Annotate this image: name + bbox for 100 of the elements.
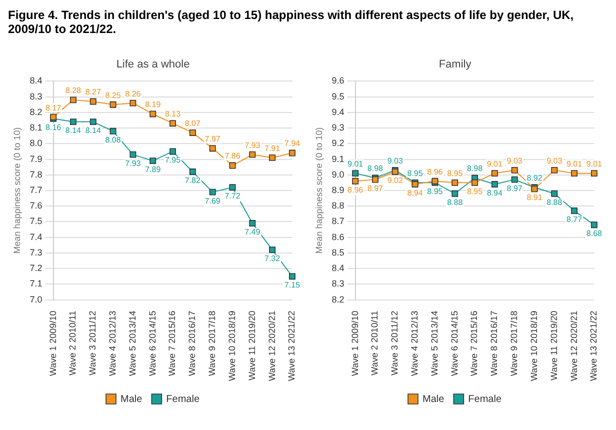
- text: 7.4: [30, 232, 42, 242]
- text: 7.3: [30, 247, 42, 258]
- data-label: 7.89: [145, 165, 162, 174]
- data-label: 8.92: [526, 174, 543, 183]
- text: 8.3: [332, 278, 344, 289]
- point: [170, 120, 176, 127]
- data-label: 8.19: [145, 100, 162, 110]
- legend-label: Female: [468, 394, 502, 405]
- point: [269, 154, 276, 161]
- x-tick-label: Wave 10 2018/19: [226, 310, 237, 382]
- x-tick-label: Wave 2 2010/11: [370, 310, 380, 376]
- data-label: 8.28: [65, 86, 82, 96]
- data-label: 7.97: [204, 134, 221, 144]
- data-label: 8.68: [586, 229, 603, 238]
- data-label: 7.15: [284, 280, 301, 290]
- point: [511, 166, 518, 174]
- x-tick-label: Wave 9 2017/18: [207, 310, 218, 376]
- point: [249, 220, 256, 227]
- data-label: 8.14: [65, 126, 82, 135]
- data-label: 7.93: [125, 158, 142, 168]
- point: [571, 170, 578, 177]
- data-label: 8.08: [105, 135, 122, 144]
- x-tick-label: Wave 8 2016/17: [489, 310, 500, 376]
- point: [452, 179, 458, 186]
- data-label: 7.69: [204, 196, 221, 206]
- point: [288, 150, 296, 156]
- data-label: 9.01: [486, 160, 503, 169]
- x-tick-label: Wave 4 2012/13: [108, 310, 118, 376]
- data-label: 8.94: [407, 188, 424, 198]
- data-label: 8.77: [566, 214, 583, 224]
- point: [189, 168, 196, 175]
- text: 9.1: [332, 154, 344, 164]
- x-tick-label: Wave 13 2021/22: [286, 310, 297, 382]
- point: [249, 151, 256, 158]
- data-label: 8.27: [85, 88, 102, 97]
- text: 8.2: [30, 106, 42, 117]
- data-label: 8.95: [447, 168, 464, 178]
- chart-subtitle: Family: [438, 58, 472, 71]
- text: 8.5: [332, 247, 344, 258]
- point: [150, 158, 156, 164]
- text: 7.0: [30, 294, 42, 304]
- data-label: 8.16: [46, 122, 62, 132]
- text: 7.2: [30, 263, 42, 274]
- text: 7.6: [30, 200, 42, 211]
- x-tick-label: Wave 4 2012/13: [410, 310, 420, 376]
- data-label: 9.03: [506, 156, 523, 166]
- point: [269, 246, 276, 254]
- point: [90, 98, 96, 105]
- point: [288, 273, 296, 280]
- text: 8.1: [30, 122, 42, 133]
- point: [511, 176, 518, 183]
- text: 8.3: [30, 91, 42, 102]
- text: 9.6: [332, 76, 344, 86]
- point: [209, 145, 216, 152]
- point: [70, 118, 76, 126]
- data-label: 7.82: [184, 176, 201, 185]
- point: [352, 178, 359, 184]
- point: [229, 184, 236, 191]
- point: [150, 110, 156, 118]
- text: 7.7: [30, 184, 42, 195]
- x-tick-label: Wave 5 2013/14: [127, 310, 138, 376]
- x-tick-label: Wave 7 2015/16: [469, 310, 480, 376]
- x-tick-label: Wave 3 2011/12: [88, 310, 98, 376]
- data-label: 8.94: [486, 188, 503, 198]
- text: 9.2: [332, 138, 344, 148]
- point: [70, 96, 76, 104]
- x-tick-label: Wave 3 2011/12: [390, 310, 400, 376]
- data-label: 9.02: [387, 176, 404, 185]
- data-label: 8.96: [427, 167, 444, 176]
- point: [209, 188, 216, 196]
- data-label: 8.98: [367, 164, 384, 174]
- data-label: 8.95: [466, 186, 484, 196]
- point: [551, 166, 558, 174]
- data-label: 7.91: [264, 144, 281, 153]
- data-label: 8.25: [105, 90, 122, 100]
- text: 8.4: [30, 76, 42, 86]
- point: [571, 208, 578, 214]
- data-label: 8.17: [46, 103, 62, 112]
- text: 9.0: [332, 169, 344, 180]
- chart-title: Figure 4. Trends in children's (aged 10 to 15) happiness with different aspects of life by gender, UK, 2009/10 to 2021/22.: [8, 8, 575, 36]
- x-tick-label: Wave 10 2018/19: [528, 310, 539, 382]
- x-tick-label: Wave 11 2019/20: [548, 310, 559, 380]
- text: 9.5: [332, 91, 344, 102]
- data-label: 7.93: [244, 140, 261, 150]
- x-tick-label: Wave 1 2009/10: [350, 310, 360, 376]
- x-tick-label: Wave 5 2013/14: [429, 310, 440, 376]
- point: [170, 148, 176, 155]
- data-label: 9.01: [348, 160, 364, 169]
- data-label: 8.95: [427, 186, 444, 196]
- data-label: 7.94: [284, 139, 301, 148]
- data-label: 9.03: [387, 156, 404, 166]
- x-tick-label: Wave 6 2014/15: [449, 310, 460, 376]
- point: [130, 100, 136, 106]
- data-label: 8.98: [466, 164, 484, 174]
- y-axis-title: Mean happiness score (0 to 10): [314, 127, 324, 254]
- point: [551, 190, 558, 197]
- data-label: 8.91: [526, 193, 543, 202]
- point: [590, 170, 598, 177]
- text: 8.7: [332, 216, 344, 226]
- legend-label: Male: [422, 394, 445, 405]
